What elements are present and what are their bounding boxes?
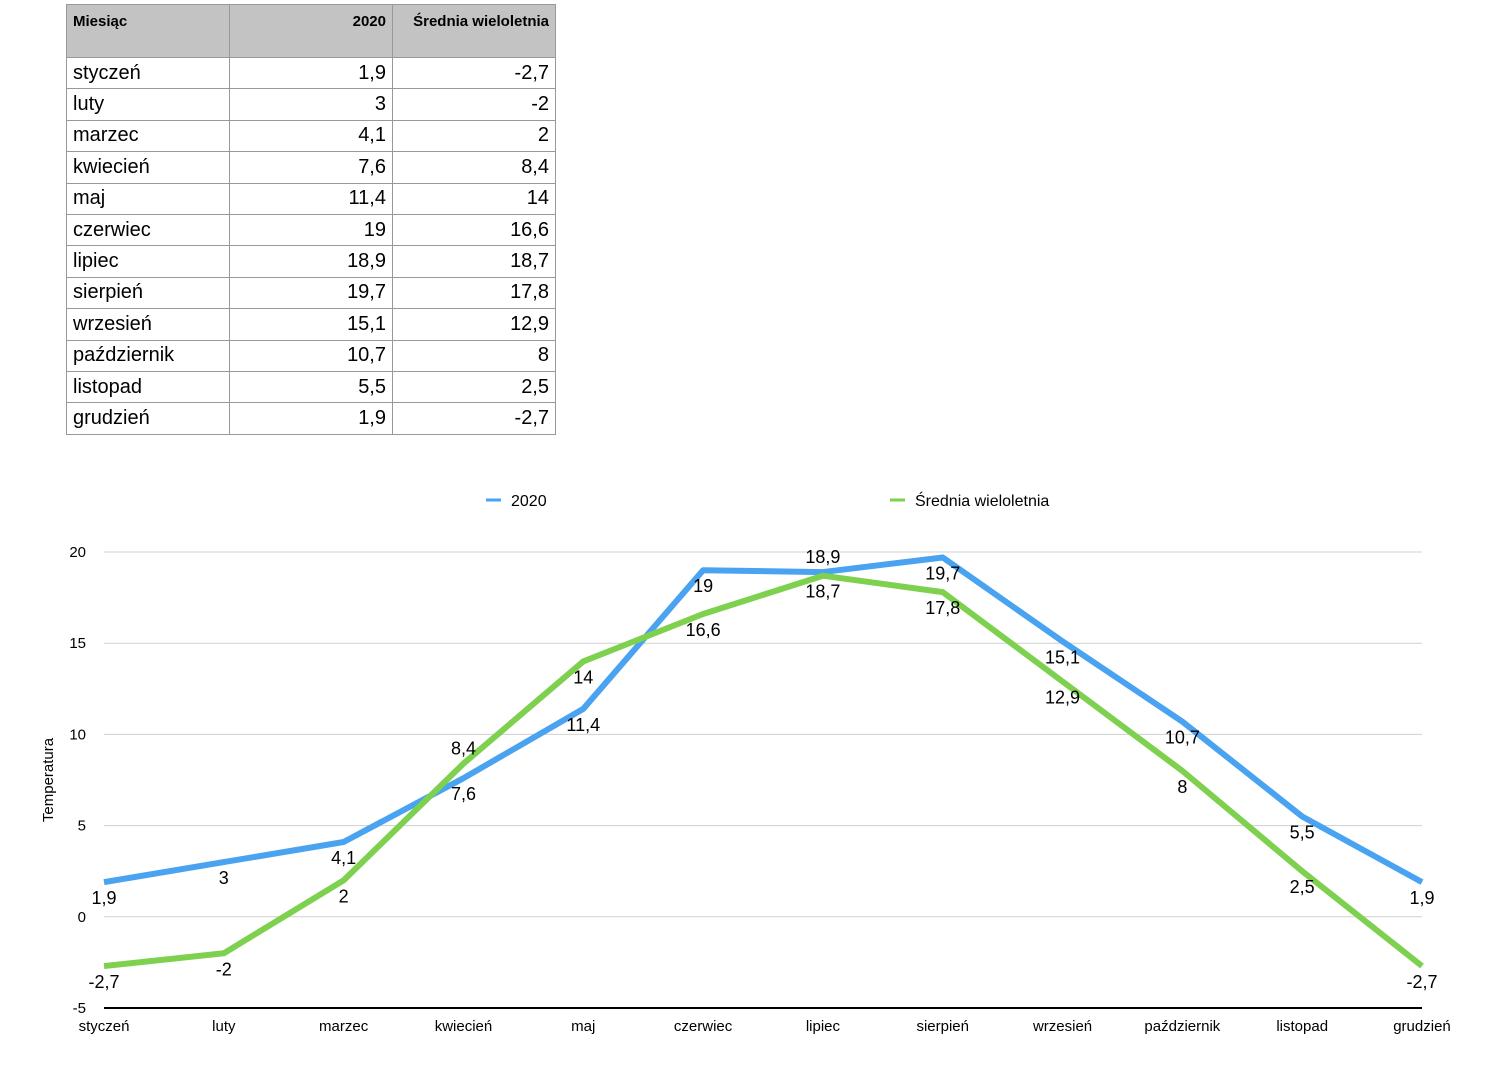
- table-row: czerwiec 19 16,6: [66, 213, 556, 247]
- table-cell: -2,7: [392, 56, 556, 90]
- table-cell: kwiecień: [66, 151, 230, 184]
- table-cell: -2,7: [392, 402, 556, 435]
- table-cell: maj: [66, 182, 230, 215]
- data-label: 15,1: [1045, 647, 1080, 667]
- x-tick-label: wrzesień: [1032, 1018, 1092, 1035]
- data-label: 1,9: [91, 888, 116, 908]
- data-label: 14: [573, 667, 593, 687]
- table-cell: 14: [392, 182, 556, 215]
- data-label: 11,4: [566, 715, 600, 735]
- table-cell: lipiec: [66, 245, 230, 278]
- y-tick-label: 20: [69, 544, 86, 561]
- data-label: 4,1: [331, 848, 356, 868]
- data-label: 2,5: [1290, 877, 1315, 897]
- series-line: [103, 554, 1424, 886]
- table-cell: 18,9: [229, 245, 393, 278]
- header-row: Miesiąc 2020 Średnia wieloletnia: [66, 4, 556, 58]
- table-cell: grudzień: [66, 402, 230, 435]
- y-tick-label: -5: [73, 1000, 86, 1017]
- data-label: 12,9: [1045, 688, 1080, 708]
- data-label: -2,7: [88, 972, 119, 992]
- data-label: -2: [216, 959, 232, 979]
- data-label: 5,5: [1290, 822, 1315, 842]
- data-label: 2: [339, 886, 349, 906]
- x-tick-label: sierpień: [916, 1018, 969, 1035]
- table-cell: listopad: [66, 370, 230, 404]
- table-row: styczeń 1,9 -2,7: [66, 56, 556, 90]
- data-label: 8,4: [451, 739, 476, 759]
- x-tick-label: marzec: [319, 1018, 369, 1035]
- table-cell: 3: [229, 88, 393, 121]
- table-row: kwiecień 7,6 8,4: [66, 151, 556, 184]
- x-tick-label: maj: [571, 1018, 595, 1035]
- data-label: 1,9: [1409, 888, 1434, 908]
- x-tick-label: grudzień: [1393, 1018, 1451, 1035]
- table-cell: 2,5: [392, 370, 556, 404]
- table-row: luty 3 -2: [66, 88, 556, 121]
- table-cell: 8,4: [392, 151, 556, 184]
- data-label: 18,9: [805, 547, 840, 567]
- table-row: lipiec 18,9 18,7: [66, 245, 556, 278]
- data-table: Miesiąc 2020 Średnia wieloletnia styczeń 1,9…: [66, 4, 556, 435]
- data-label: -2,7: [1406, 972, 1437, 992]
- data-label: 19: [693, 576, 713, 596]
- legend-label: Średnia wieloletnia: [915, 491, 1049, 510]
- table-cell: październik: [66, 339, 230, 372]
- data-label: 3: [219, 868, 229, 888]
- y-tick-label: 15: [69, 635, 86, 652]
- table-cell: -2: [392, 88, 556, 121]
- table-cell: 10,7: [229, 339, 393, 372]
- x-tick-label: czerwiec: [674, 1018, 733, 1035]
- table-cell: 5,5: [229, 370, 393, 404]
- column-header: Miesiąc: [66, 4, 230, 58]
- x-tick-label: lipiec: [806, 1018, 841, 1035]
- data-label: 8: [1177, 777, 1187, 797]
- table-cell: 16,6: [392, 213, 556, 247]
- table-cell: 4,1: [229, 119, 393, 153]
- table-cell: 1,9: [229, 56, 393, 90]
- table-cell: 1,9: [229, 402, 393, 435]
- x-tick-label: styczeń: [79, 1018, 130, 1035]
- y-tick-label: 10: [69, 726, 86, 743]
- table-row: grudzień 1,9 -2,7: [66, 402, 556, 435]
- y-axis-label: Temperatura: [40, 737, 57, 822]
- table-cell: 19,7: [229, 276, 393, 310]
- table-row: listopad 5,5 2,5: [66, 370, 556, 404]
- data-label: 18,7: [805, 582, 840, 602]
- data-label: 16,6: [686, 620, 721, 640]
- data-label: 7,6: [451, 784, 476, 804]
- y-tick-label: 5: [78, 818, 86, 835]
- table-cell: 7,6: [229, 151, 393, 184]
- table-cell: 12,9: [392, 308, 556, 341]
- series-line: [103, 572, 1424, 970]
- table-cell: sierpień: [66, 276, 230, 310]
- data-label: 19,7: [925, 563, 960, 583]
- x-tick-label: październik: [1144, 1018, 1220, 1035]
- table-cell: marzec: [66, 119, 230, 153]
- table-cell: styczeń: [66, 56, 230, 90]
- data-label: 17,8: [925, 598, 960, 618]
- x-tick-label: kwiecień: [435, 1018, 493, 1035]
- y-tick-label: 0: [78, 909, 86, 926]
- x-tick-label: listopad: [1276, 1018, 1328, 1035]
- legend-label: 2020: [511, 493, 547, 510]
- data-label: 10,7: [1165, 728, 1200, 748]
- table-row: październik 10,7 8: [66, 339, 556, 372]
- x-tick-label: luty: [212, 1018, 236, 1035]
- table-cell: czerwiec: [66, 213, 230, 247]
